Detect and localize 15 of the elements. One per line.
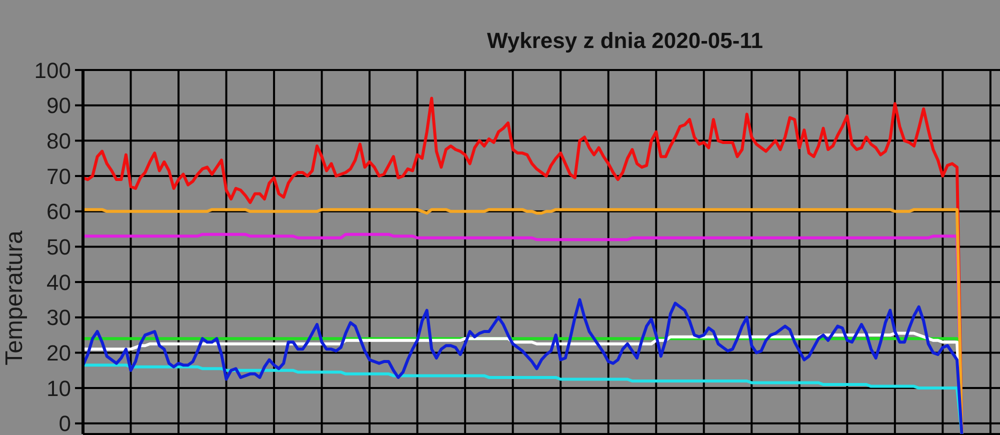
y-tick-label: 70 — [46, 164, 71, 189]
y-axis-title: Temperatura — [1, 230, 28, 366]
y-tick-label: 40 — [46, 270, 71, 295]
chart-title: Wykresy z dnia 2020-05-11 — [486, 28, 764, 54]
y-tick-label: 50 — [46, 234, 71, 260]
line-series — [82, 298, 964, 434]
y-tick-label: 10 — [46, 376, 71, 401]
y-tick-label: 60 — [46, 199, 71, 224]
y-tick-label: 20 — [46, 340, 71, 366]
y-tick-label: 90 — [46, 93, 71, 118]
y-tick-label: 0 — [58, 411, 71, 435]
y-tick-label: 80 — [46, 128, 71, 154]
y-tick-label: 30 — [46, 305, 71, 330]
y-tick-label: 100 — [34, 58, 71, 83]
line-series — [82, 96, 964, 434]
